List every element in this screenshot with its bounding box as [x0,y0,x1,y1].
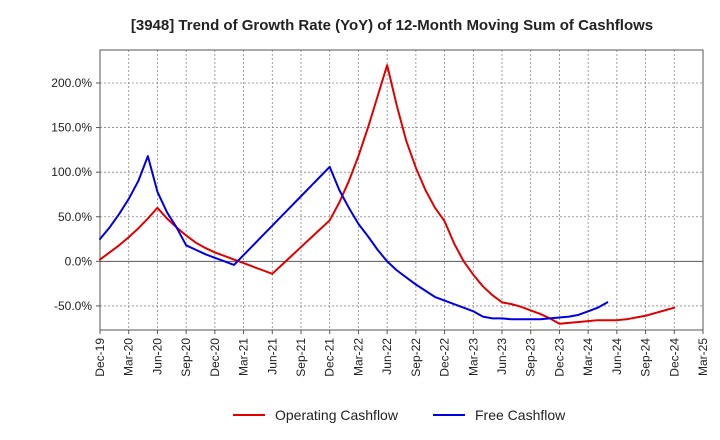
x-tick-label: Dec-20 [208,338,222,377]
x-tick-label: Sep-22 [409,338,423,377]
chart-title: [3948] Trend of Growth Rate (YoY) of 12-… [131,17,653,34]
y-axis-ticks: -50.0% 0.0% 50.0% 100.0% 150.0% 200.0% [51,76,100,313]
x-tick-label: Sep-23 [524,338,538,377]
x-tick-label: Jun-24 [610,338,624,375]
x-tick-label: Dec-22 [438,338,452,377]
series-lines [99,64,676,325]
x-tick-label: Mar-22 [351,338,365,376]
y-tick-label: 0.0% [65,254,93,268]
x-tick-label: Jun-22 [380,338,394,375]
series-line-free-cashflow [99,155,609,321]
legend-label: Operating Cashflow [275,407,399,423]
plot-area-frame [99,49,704,331]
x-tick-label: Dec-23 [552,338,566,377]
x-tick-label: Mar-24 [581,338,595,376]
grid [100,50,703,330]
legend-label: Free Cashflow [475,407,566,423]
x-tick-label: Sep-21 [294,338,308,377]
x-tick-label: Sep-24 [639,338,653,377]
x-tick-label: Dec-21 [323,338,337,377]
x-tick-label: Dec-19 [93,338,107,377]
x-tick-label: Mar-23 [466,338,480,376]
y-tick-label: 50.0% [58,210,92,224]
x-tick-label: Mar-20 [122,338,136,376]
y-tick-label: 200.0% [51,76,92,90]
legend: Operating Cashflow Free Cashflow [233,407,566,423]
x-tick-label: Mar-21 [237,338,251,376]
x-tick-label: Jun-20 [150,338,164,375]
y-tick-label: -50.0% [54,299,92,313]
x-axis-ticks: Dec-19 Mar-20 Jun-20 Sep-20 Dec-20 Mar-21 Jun-… [93,330,710,377]
x-tick-label: Jun-23 [495,338,509,375]
x-tick-label: Mar-25 [696,338,710,376]
x-tick-label: Jun-21 [265,338,279,375]
y-tick-label: 150.0% [51,121,92,135]
x-tick-label: Dec-24 [667,338,681,377]
series-line-operating-cashflow [99,64,676,325]
x-tick-label: Sep-20 [179,338,193,377]
y-tick-label: 100.0% [51,165,92,179]
